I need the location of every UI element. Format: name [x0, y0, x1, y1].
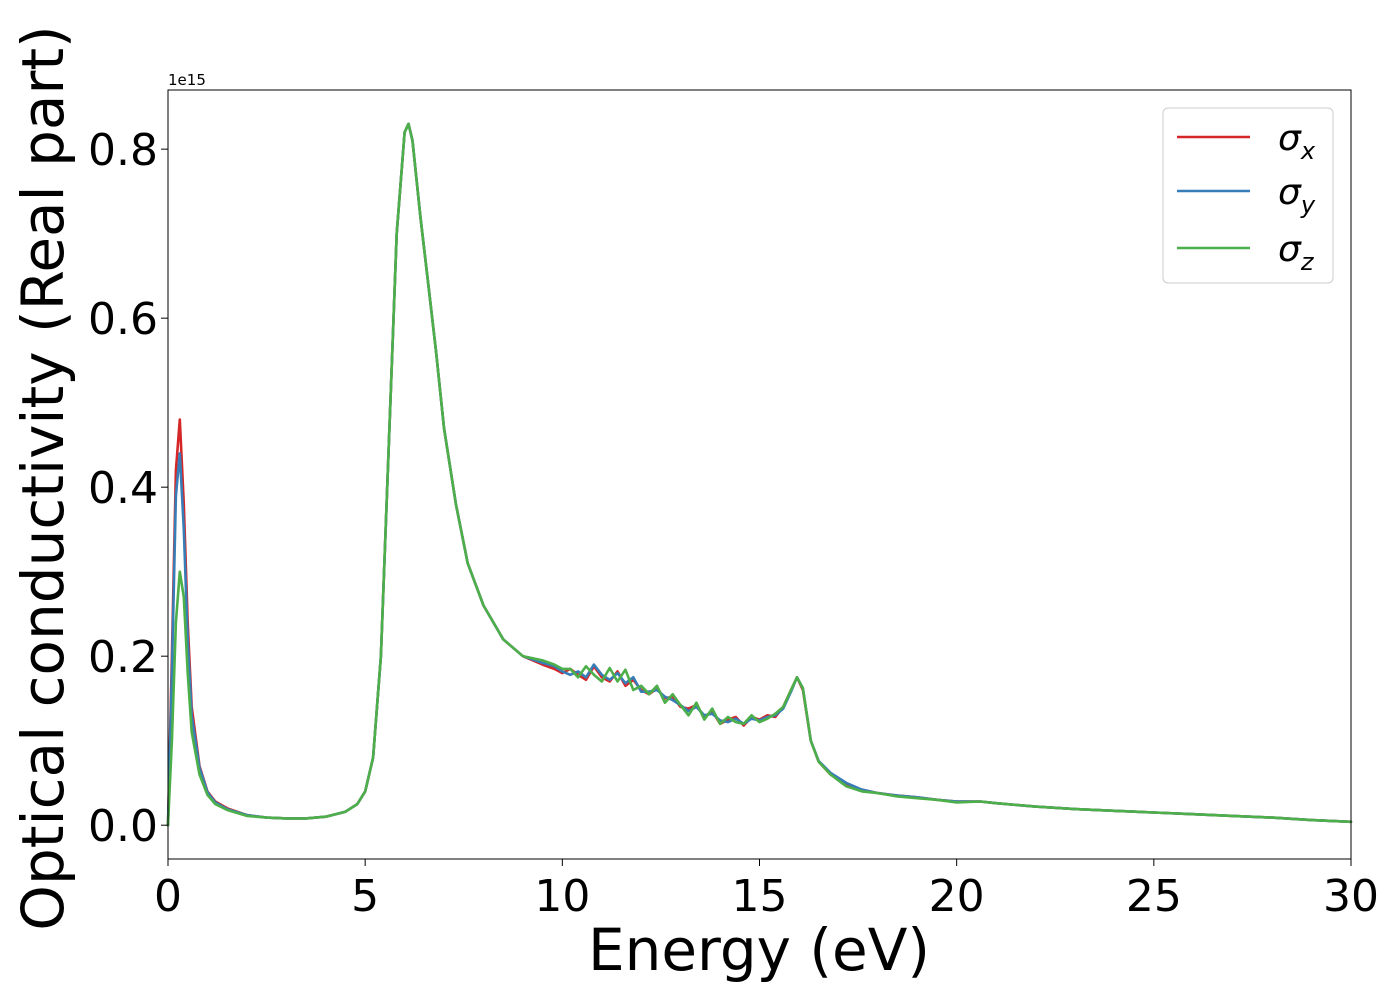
y-tick-label: 0.0	[88, 801, 158, 852]
legend-label-z: σz	[1278, 229, 1315, 276]
y-offset-label: 1e15	[168, 71, 206, 89]
y-tick-label: 0.8	[88, 125, 158, 176]
y-axis-ticks: 0.0 0.2 0.4 0.6 0.8	[88, 125, 168, 852]
y-axis-label: Optical conductivity (Real part)	[9, 25, 77, 930]
x-tick-label: 20	[929, 871, 985, 922]
legend-label-y: σy	[1278, 172, 1316, 219]
x-axis-ticks: 0 5 10 15 20 25 30	[154, 859, 1379, 922]
legend-label-x: σx	[1278, 118, 1316, 165]
y-tick-label: 0.4	[88, 463, 158, 514]
x-tick-label: 30	[1323, 871, 1379, 922]
legend-box	[1162, 107, 1334, 284]
x-tick-label: 15	[732, 871, 788, 922]
x-tick-label: 0	[154, 871, 182, 922]
plot-lines	[166, 122, 1353, 827]
x-tick-label: 5	[351, 871, 379, 922]
y-tick-label: 0.2	[88, 632, 158, 683]
y-tick-label: 0.6	[88, 294, 158, 345]
x-tick-label: 25	[1126, 871, 1182, 922]
series-line-z	[166, 122, 1353, 827]
legend: σx σy σz	[1162, 107, 1334, 284]
x-axis-label: Energy (eV)	[588, 916, 930, 984]
x-tick-label: 10	[534, 871, 590, 922]
